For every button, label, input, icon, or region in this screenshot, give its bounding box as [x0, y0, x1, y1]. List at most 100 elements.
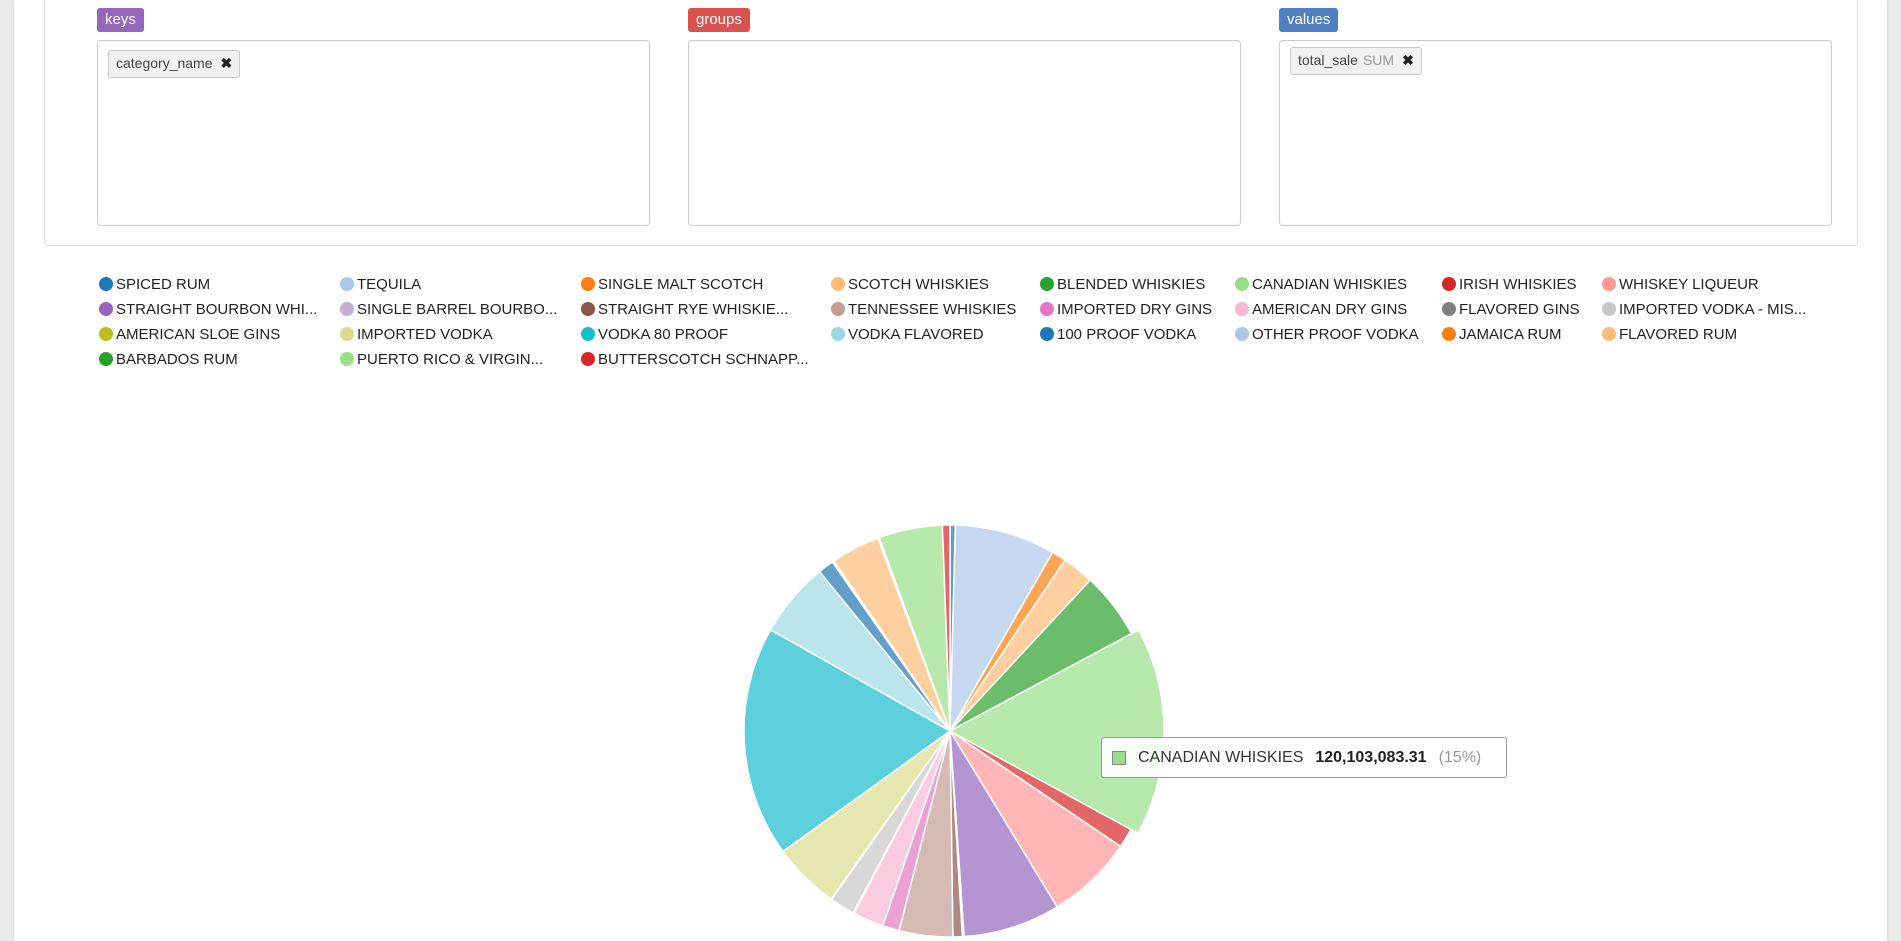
legend-item[interactable]: PUERTO RICO & VIRGIN... — [340, 350, 543, 368]
legend-marker — [340, 352, 354, 366]
legend-item[interactable]: SINGLE MALT SCOTCH — [581, 275, 763, 293]
legend-label: VODKA FLAVORED — [848, 325, 984, 343]
legend-marker — [1442, 327, 1456, 341]
pivot-config-panel: keys category_name ✖ groups values total_… — [44, 0, 1858, 246]
legend-label: PUERTO RICO & VIRGIN... — [357, 350, 544, 368]
legend-label: AMERICAN SLOE GINS — [116, 325, 281, 343]
legend-label: BARBADOS RUM — [116, 350, 238, 368]
legend-marker — [1442, 277, 1456, 291]
legend-item[interactable]: STRAIGHT RYE WHISKIE... — [581, 300, 788, 318]
legend-item[interactable]: AMERICAN SLOE GINS — [99, 325, 280, 343]
key-pill-label: category_name — [116, 55, 213, 71]
value-pill-label: total_sale — [1298, 52, 1358, 68]
legend-marker — [1040, 277, 1054, 291]
legend-marker — [581, 352, 595, 366]
chart-tooltip: CANADIAN WHISKIES 120,103,083.31 (15%) — [1101, 737, 1507, 778]
legend-marker — [1040, 327, 1054, 341]
legend-marker — [1442, 302, 1456, 316]
legend-label: TEQUILA — [357, 275, 422, 293]
groups-label: groups — [688, 8, 750, 32]
legend-item[interactable]: FLAVORED RUM — [1602, 325, 1737, 343]
values-drop-zone[interactable]: total_sale SUM ✖ — [1279, 40, 1832, 226]
legend-label: STRAIGHT BOURBON WHI... — [116, 300, 318, 318]
legend-label: WHISKEY LIQUEUR — [1619, 275, 1759, 293]
legend-item[interactable]: SINGLE BARREL BOURBO... — [340, 300, 557, 318]
legend-marker — [1235, 327, 1249, 341]
remove-value-icon[interactable]: ✖ — [1402, 52, 1414, 68]
legend-marker — [581, 277, 595, 291]
value-pill-aggregation[interactable]: SUM — [1362, 52, 1395, 68]
legend-marker — [581, 327, 595, 341]
legend-item[interactable]: BLENDED WHISKIES — [1040, 275, 1205, 293]
legend-item[interactable]: CANADIAN WHISKIES — [1235, 275, 1407, 293]
legend-item[interactable]: AMERICAN DRY GINS — [1235, 300, 1407, 318]
page-canvas: keys category_name ✖ groups values total_… — [14, 0, 1887, 941]
legend-item[interactable]: FLAVORED GINS — [1442, 300, 1580, 318]
legend-label: TENNESSEE WHISKIES — [848, 300, 1017, 318]
groups-drop-zone[interactable] — [688, 40, 1241, 226]
legend-label: IMPORTED DRY GINS — [1057, 300, 1213, 318]
legend-marker — [99, 352, 113, 366]
legend-label: IMPORTED VODKA - MIS... — [1619, 300, 1807, 318]
key-pill[interactable]: category_name ✖ — [108, 50, 241, 78]
legend-label: FLAVORED GINS — [1459, 300, 1580, 318]
legend-item[interactable]: SPICED RUM — [99, 275, 210, 293]
legend-marker — [1235, 277, 1249, 291]
legend-item[interactable]: IMPORTED DRY GINS — [1040, 300, 1212, 318]
pie-slice[interactable] — [949, 730, 1059, 938]
legend-label: FLAVORED RUM — [1619, 325, 1738, 343]
legend-label: STRAIGHT RYE WHISKIE... — [598, 300, 789, 318]
legend-marker — [1235, 302, 1249, 316]
chart-legend: SPICED RUM TEQUILA SINGLE MALT SCOTCH SCOTC… — [0, 0, 1901, 380]
legend-label: SCOTCH WHISKIES — [848, 275, 989, 293]
legend-item[interactable]: WHISKEY LIQUEUR — [1602, 275, 1759, 293]
legend-item[interactable]: BARBADOS RUM — [99, 350, 238, 368]
legend-marker — [831, 302, 845, 316]
legend-label: IMPORTED VODKA — [357, 325, 493, 343]
legend-item[interactable]: VODKA 80 PROOF — [581, 325, 728, 343]
legend-item[interactable]: TEQUILA — [340, 275, 421, 293]
legend-label: SINGLE MALT SCOTCH — [598, 275, 764, 293]
legend-item[interactable]: IMPORTED VODKA — [340, 325, 493, 343]
legend-item[interactable]: OTHER PROOF VODKA — [1235, 325, 1419, 343]
values-label: values — [1279, 8, 1339, 32]
pie-slice[interactable] — [949, 524, 1054, 732]
pie-slice[interactable] — [941, 524, 951, 732]
legend-item[interactable]: JAMAICA RUM — [1442, 325, 1562, 343]
legend-item[interactable]: SCOTCH WHISKIES — [831, 275, 989, 293]
tooltip-label: CANADIAN WHISKIES — [1138, 748, 1304, 766]
legend-marker — [99, 302, 113, 316]
legend-item[interactable]: STRAIGHT BOURBON WHI... — [99, 300, 317, 318]
legend-label: VODKA 80 PROOF — [598, 325, 729, 343]
legend-marker — [1602, 302, 1616, 316]
legend-label: OTHER PROOF VODKA — [1252, 325, 1419, 343]
legend-item[interactable]: IRISH WHISKIES — [1442, 275, 1577, 293]
keys-drop-zone[interactable]: category_name ✖ — [97, 40, 650, 226]
legend-item[interactable]: TENNESSEE WHISKIES — [831, 300, 1016, 318]
legend-marker — [581, 302, 595, 316]
pie-slice[interactable] — [743, 628, 952, 853]
legend-item[interactable]: VODKA FLAVORED — [831, 325, 984, 343]
tooltip-value: 120,103,083.31 — [1315, 748, 1427, 766]
legend-item[interactable]: BUTTERSCOTCH SCHNAPP... — [581, 350, 809, 368]
tooltip-percent: (15%) — [1438, 748, 1482, 766]
legend-label: CANADIAN WHISKIES — [1252, 275, 1408, 293]
legend-item[interactable]: 100 PROOF VODKA — [1040, 325, 1196, 343]
legend-label: IRISH WHISKIES — [1459, 275, 1577, 293]
remove-key-icon[interactable]: ✖ — [220, 55, 233, 71]
value-pill[interactable]: total_sale SUM ✖ — [1290, 47, 1422, 75]
legend-marker — [1602, 277, 1616, 291]
pie-slice[interactable] — [948, 628, 1165, 835]
legend-label: BUTTERSCOTCH SCHNAPP... — [598, 350, 809, 368]
legend-label: 100 PROOF VODKA — [1057, 325, 1197, 343]
legend-marker — [340, 277, 354, 291]
legend-marker — [99, 277, 113, 291]
legend-label: JAMAICA RUM — [1459, 325, 1562, 343]
legend-marker — [1040, 302, 1054, 316]
legend-item[interactable]: IMPORTED VODKA - MIS... — [1602, 300, 1806, 318]
legend-marker — [340, 302, 354, 316]
legend-marker — [831, 277, 845, 291]
legend-marker — [99, 327, 113, 341]
legend-label: SINGLE BARREL BOURBO... — [357, 300, 558, 318]
